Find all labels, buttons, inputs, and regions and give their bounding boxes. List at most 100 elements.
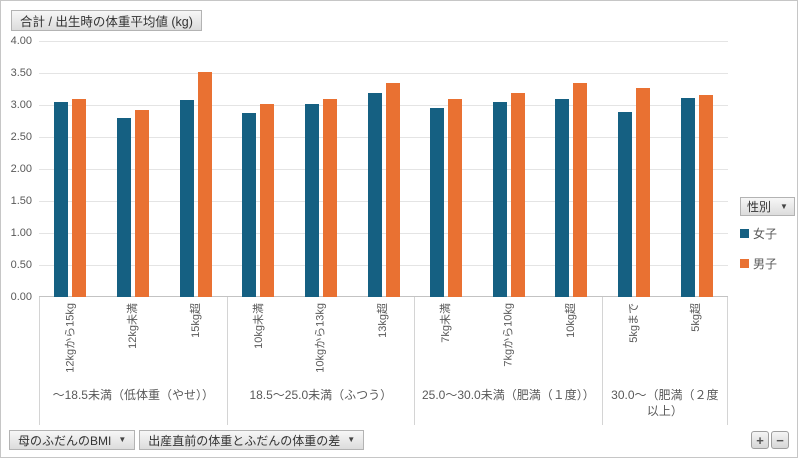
- bar-男子[interactable]: [260, 103, 275, 297]
- y-tick-label: 1.50: [10, 195, 32, 207]
- category-label: 5kgまで: [627, 303, 640, 343]
- category-label-cell: 5kgまで: [603, 297, 665, 383]
- category-cell: [164, 41, 227, 297]
- category-labels-row: 5kgまで 5kg超: [603, 297, 727, 383]
- category-cell: [477, 41, 540, 297]
- bar-男子[interactable]: [636, 87, 651, 297]
- category-cell: [102, 41, 165, 297]
- category-label-cell: 12kgから15kg: [40, 297, 102, 383]
- chart-title: 合計 / 出生時の体重平均値 (kg): [20, 15, 193, 29]
- category-label: 13kg超: [377, 303, 390, 338]
- chevron-down-icon: ▼: [780, 201, 788, 211]
- bar-女子[interactable]: [54, 102, 69, 297]
- category-label: 15kg超: [189, 303, 202, 338]
- x-axis-group: 12kgから15kg 12kg未満 15kg超 ～18.5未満（低体重（やせ））: [40, 297, 228, 425]
- bar-男子[interactable]: [510, 93, 525, 297]
- plot-area: [39, 41, 728, 297]
- category-label: 7kg未満: [440, 303, 453, 343]
- bar-group: [603, 41, 728, 297]
- x-axis-group: 5kgまで 5kg超 30.0～（肥満（２度以上）: [603, 297, 728, 425]
- gridline: [39, 233, 728, 234]
- bar-女子[interactable]: [242, 113, 257, 297]
- legend-item[interactable]: 女子: [740, 225, 796, 242]
- legend-items: 女子 男子: [740, 225, 796, 272]
- legend-swatch: [740, 229, 749, 238]
- bar-女子[interactable]: [430, 108, 445, 297]
- plus-icon: +: [756, 432, 764, 448]
- y-tick-label: 3.00: [10, 99, 32, 111]
- category-label: 5kg超: [689, 303, 702, 332]
- axis-field-buttons: 母のふだんのBMI ▼ 出産直前の体重とふだんの体重の差 ▼: [9, 430, 365, 450]
- bar-女子[interactable]: [304, 103, 319, 297]
- category-label-cell: 10kgから13kg: [290, 297, 352, 383]
- gridline: [39, 41, 728, 42]
- bar-女子[interactable]: [680, 97, 695, 297]
- category-cell: [415, 41, 478, 297]
- bar-女子[interactable]: [116, 118, 131, 297]
- category-label-cell: 12kg未満: [102, 297, 164, 383]
- bar-男子[interactable]: [197, 72, 212, 297]
- legend-field-label: 性別: [747, 200, 772, 214]
- y-axis: 4.00 3.50 3.00 2.50 2.00 1.50 1.00 0.50 0.00: [1, 35, 34, 303]
- x-axis-group: 7kg未満 7kgから10kg 10kg超 25.0～30.0未満（肥満（１度））: [415, 297, 603, 425]
- bar-女子[interactable]: [555, 99, 570, 297]
- category-label-cell: 10kg超: [539, 297, 601, 383]
- gridline: [39, 169, 728, 170]
- gridline: [39, 105, 728, 106]
- bar-女子[interactable]: [618, 112, 633, 297]
- weight-diff-field-button[interactable]: 出産直前の体重とふだんの体重の差 ▼: [139, 430, 365, 450]
- minus-icon: −: [776, 432, 784, 448]
- chevron-down-icon: ▼: [347, 435, 356, 444]
- category-cell: [290, 41, 353, 297]
- gridline: [39, 201, 728, 202]
- category-label: 7kgから10kg: [502, 303, 515, 367]
- legend: 性別 ▼ 女子男子: [740, 197, 796, 272]
- legend-item-label: 男子: [753, 257, 778, 271]
- group-label: ～18.5未満（低体重（やせ））: [52, 388, 214, 402]
- y-tick-label: 4.00: [10, 35, 32, 47]
- category-label-cell: 5kg超: [665, 297, 727, 383]
- value-field-button[interactable]: 合計 / 出生時の体重平均値 (kg): [11, 10, 202, 31]
- bmi-field-button[interactable]: 母のふだんのBMI ▼: [9, 430, 136, 450]
- gridline: [39, 73, 728, 74]
- weight-diff-field-label: 出産直前の体重とふだんの体重の差: [148, 433, 341, 448]
- bar-男子[interactable]: [385, 83, 400, 297]
- category-label: 12kg未満: [127, 303, 140, 349]
- category-label-cell: 13kg超: [352, 297, 414, 383]
- category-cell: [665, 41, 728, 297]
- legend-item[interactable]: 男子: [740, 255, 796, 272]
- category-label-cell: 15kg超: [164, 297, 226, 383]
- category-label: 12kgから15kg: [65, 303, 78, 373]
- bmi-field-label: 母のふだんのBMI: [18, 433, 112, 448]
- y-tick-label: 2.50: [10, 131, 32, 143]
- category-cell: [540, 41, 603, 297]
- bar-女子[interactable]: [367, 92, 382, 297]
- category-label: 10kg超: [564, 303, 577, 338]
- bar-男子[interactable]: [573, 82, 588, 297]
- bar-男子[interactable]: [448, 98, 463, 297]
- y-tick-label: 0.50: [10, 259, 32, 271]
- bar-男子[interactable]: [698, 94, 713, 297]
- chevron-down-icon: ▼: [118, 435, 127, 444]
- bar-group: [39, 41, 227, 297]
- collapse-field-button[interactable]: −: [771, 431, 789, 449]
- category-label: 10kg未満: [252, 303, 265, 349]
- bar-女子[interactable]: [492, 101, 507, 297]
- x-axis-group: 10kg未満 10kgから13kg 13kg超 18.5～25.0未満（ふつう）: [228, 297, 416, 425]
- bar-女子[interactable]: [179, 99, 194, 297]
- y-tick-label: 2.00: [10, 163, 32, 175]
- legend-field-button[interactable]: 性別 ▼: [740, 197, 795, 216]
- category-label-cell: 7kgから10kg: [477, 297, 539, 383]
- x-axis-label-band: 12kgから15kg 12kg未満 15kg超 ～18.5未満（低体重（やせ）） 10k…: [39, 297, 728, 425]
- gridline: [39, 296, 728, 297]
- bar-group: [415, 41, 603, 297]
- expand-field-button[interactable]: +: [751, 431, 769, 449]
- bar-男子[interactable]: [72, 99, 87, 297]
- bar-group: [227, 41, 415, 297]
- group-label: 18.5～25.0未満（ふつう）: [249, 388, 393, 402]
- y-tick-label: 0.00: [10, 291, 32, 303]
- category-labels-row: 12kgから15kg 12kg未満 15kg超: [40, 297, 227, 383]
- bar-男子[interactable]: [134, 110, 149, 297]
- bar-男子[interactable]: [322, 98, 337, 297]
